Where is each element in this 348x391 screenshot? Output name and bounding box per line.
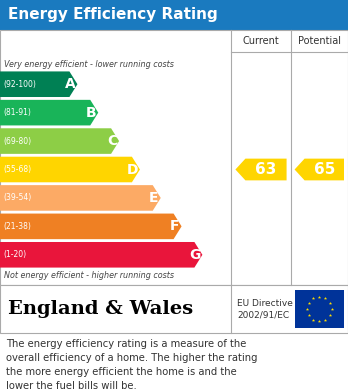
Text: A: A xyxy=(65,77,76,91)
Text: (55-68): (55-68) xyxy=(3,165,31,174)
Polygon shape xyxy=(0,157,140,182)
Text: Very energy efficient - lower running costs: Very energy efficient - lower running co… xyxy=(4,60,174,69)
Polygon shape xyxy=(0,185,161,211)
Text: EU Directive
2002/91/EC: EU Directive 2002/91/EC xyxy=(237,299,293,319)
Polygon shape xyxy=(0,100,98,126)
Text: G: G xyxy=(189,248,200,262)
Bar xyxy=(294,290,344,328)
Text: D: D xyxy=(126,163,138,176)
Text: (81-91): (81-91) xyxy=(3,108,31,117)
Text: Current: Current xyxy=(243,36,279,46)
Bar xyxy=(0,0,348,30)
Text: 65: 65 xyxy=(314,162,335,177)
Polygon shape xyxy=(0,242,203,267)
Polygon shape xyxy=(235,159,287,180)
Text: C: C xyxy=(107,134,117,148)
Polygon shape xyxy=(294,159,344,180)
Text: Potential: Potential xyxy=(298,36,341,46)
Text: B: B xyxy=(86,106,96,120)
Bar xyxy=(0,30,348,285)
Text: F: F xyxy=(170,219,180,233)
Text: (1-20): (1-20) xyxy=(3,250,26,259)
Bar xyxy=(0,285,348,333)
Text: Not energy efficient - higher running costs: Not energy efficient - higher running co… xyxy=(4,271,174,280)
Text: (92-100): (92-100) xyxy=(3,80,36,89)
Text: (39-54): (39-54) xyxy=(3,194,31,203)
Text: (69-80): (69-80) xyxy=(3,136,31,145)
Polygon shape xyxy=(0,72,77,97)
Polygon shape xyxy=(0,128,119,154)
Text: The energy efficiency rating is a measure of the
overall efficiency of a home. T: The energy efficiency rating is a measur… xyxy=(6,339,258,391)
Text: E: E xyxy=(149,191,159,205)
Polygon shape xyxy=(0,213,182,239)
Text: England & Wales: England & Wales xyxy=(8,300,193,318)
Text: Energy Efficiency Rating: Energy Efficiency Rating xyxy=(8,7,218,23)
Text: 63: 63 xyxy=(255,162,277,177)
Text: (21-38): (21-38) xyxy=(3,222,31,231)
